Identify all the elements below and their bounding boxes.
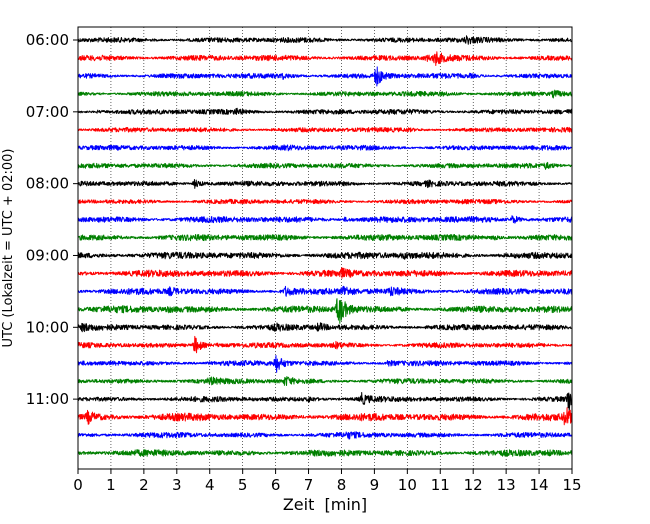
x-tick-label: 0 <box>73 476 83 494</box>
trace-11:30 <box>77 431 573 440</box>
x-tick-label: 8 <box>337 476 347 494</box>
y-axis-label: UTC (Lokalzeit = UTC + 02:00) <box>1 149 16 348</box>
trace-11:00 <box>77 392 573 412</box>
x-axis-ticks: 0 1 2 3 4 5 6 7 8 9 10 11 12 13 14 15 <box>73 469 582 494</box>
trace-10:00 <box>77 322 573 333</box>
trace-08:00 <box>77 179 573 189</box>
x-tick-label: 1 <box>106 476 116 494</box>
trace-10:15 <box>77 335 573 354</box>
x-tick-label: 14 <box>530 476 549 494</box>
trace-06:30 <box>77 66 573 87</box>
plot-area-frame <box>77 26 573 470</box>
trace-06:00 <box>77 35 573 45</box>
trace-09:00 <box>77 251 573 260</box>
trace-07:45 <box>77 161 573 170</box>
y-tick-label: 10:00 <box>26 318 69 336</box>
y-axis-ticks: 06:00 07:00 08:00 09:00 10:00 11:00 <box>26 31 78 408</box>
x-tick-label: 9 <box>370 476 380 494</box>
x-tick-label: 4 <box>205 476 215 494</box>
traces <box>77 35 573 457</box>
x-tick-label: 10 <box>398 476 417 494</box>
trace-08:45 <box>77 234 573 242</box>
x-tick-label: 2 <box>139 476 149 494</box>
y-tick-label: 07:00 <box>26 103 69 121</box>
y-tick-label: 09:00 <box>26 246 69 264</box>
trace-11:15 <box>77 407 573 426</box>
trace-06:45 <box>77 89 573 99</box>
trace-07:00 <box>77 107 573 115</box>
trace-11:45 <box>77 449 573 457</box>
trace-07:30 <box>77 144 573 152</box>
x-tick-label: 12 <box>464 476 483 494</box>
x-tick-label: 5 <box>238 476 248 494</box>
x-tick-label: 13 <box>497 476 516 494</box>
x-tick-label: 3 <box>172 476 182 494</box>
trace-09:45 <box>77 298 573 324</box>
trace-08:15 <box>77 198 573 205</box>
trace-10:30 <box>77 355 573 373</box>
x-tick-label: 11 <box>431 476 450 494</box>
trace-08:30 <box>77 215 573 224</box>
trace-10:45 <box>77 376 573 386</box>
y-tick-label: 11:00 <box>26 390 69 408</box>
trace-09:15 <box>77 267 573 279</box>
x-tick-label: 6 <box>271 476 281 494</box>
x-tick-label: 15 <box>562 476 581 494</box>
trace-09:30 <box>77 285 573 297</box>
x-axis-label: Zeit [min] <box>283 495 367 514</box>
trace-07:15 <box>77 126 573 133</box>
trace-06:15 <box>77 51 573 67</box>
y-tick-label: 06:00 <box>26 31 69 49</box>
x-tick-label: 7 <box>304 476 314 494</box>
y-tick-label: 08:00 <box>26 175 69 193</box>
